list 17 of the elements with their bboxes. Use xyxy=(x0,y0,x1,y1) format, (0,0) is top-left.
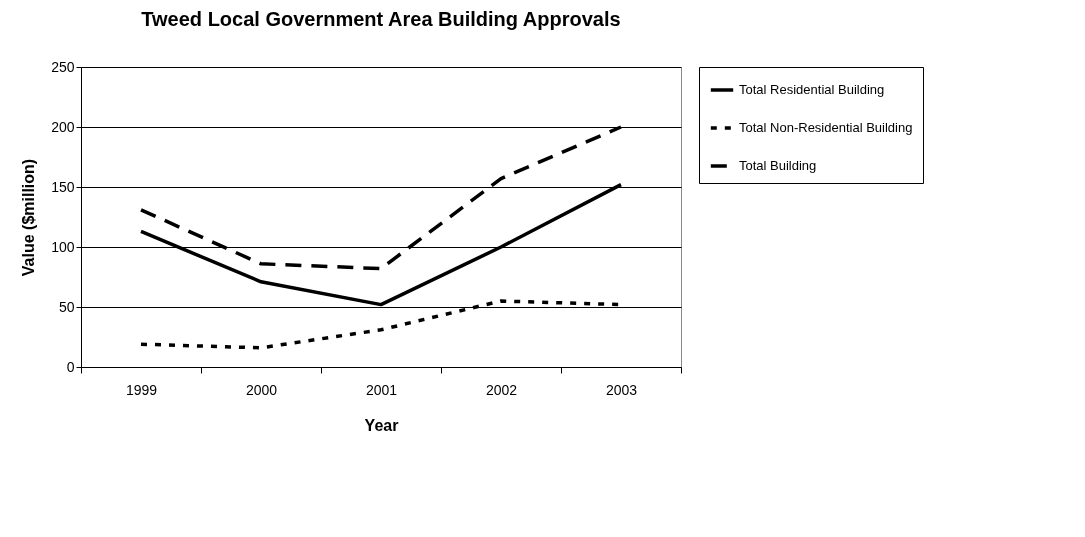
x-tick-label: 2001 xyxy=(365,381,398,398)
x-tick-label: 2002 xyxy=(485,381,518,398)
y-tick-label: 0 xyxy=(66,358,75,375)
x-tick-label: 2003 xyxy=(605,381,638,398)
x-tick-label: 1999 xyxy=(125,381,158,398)
x-axis-title: Year xyxy=(364,416,399,434)
y-tick-label: 50 xyxy=(58,298,75,315)
y-tick-label: 150 xyxy=(51,178,75,195)
legend-label: Total Building xyxy=(739,158,817,173)
legend-label: Total Residential Building xyxy=(739,82,885,97)
y-axis-title: Value ($million) xyxy=(20,158,38,277)
chart-title: Tweed Local Government Area Building Approvals xyxy=(141,8,621,30)
y-tick-label: 250 xyxy=(51,58,75,75)
y-tick-label: 200 xyxy=(51,118,75,135)
y-tick-label: 100 xyxy=(51,238,75,255)
legend-label: Total Non-Residential Building xyxy=(739,120,913,135)
x-tick-label: 2000 xyxy=(245,381,278,398)
